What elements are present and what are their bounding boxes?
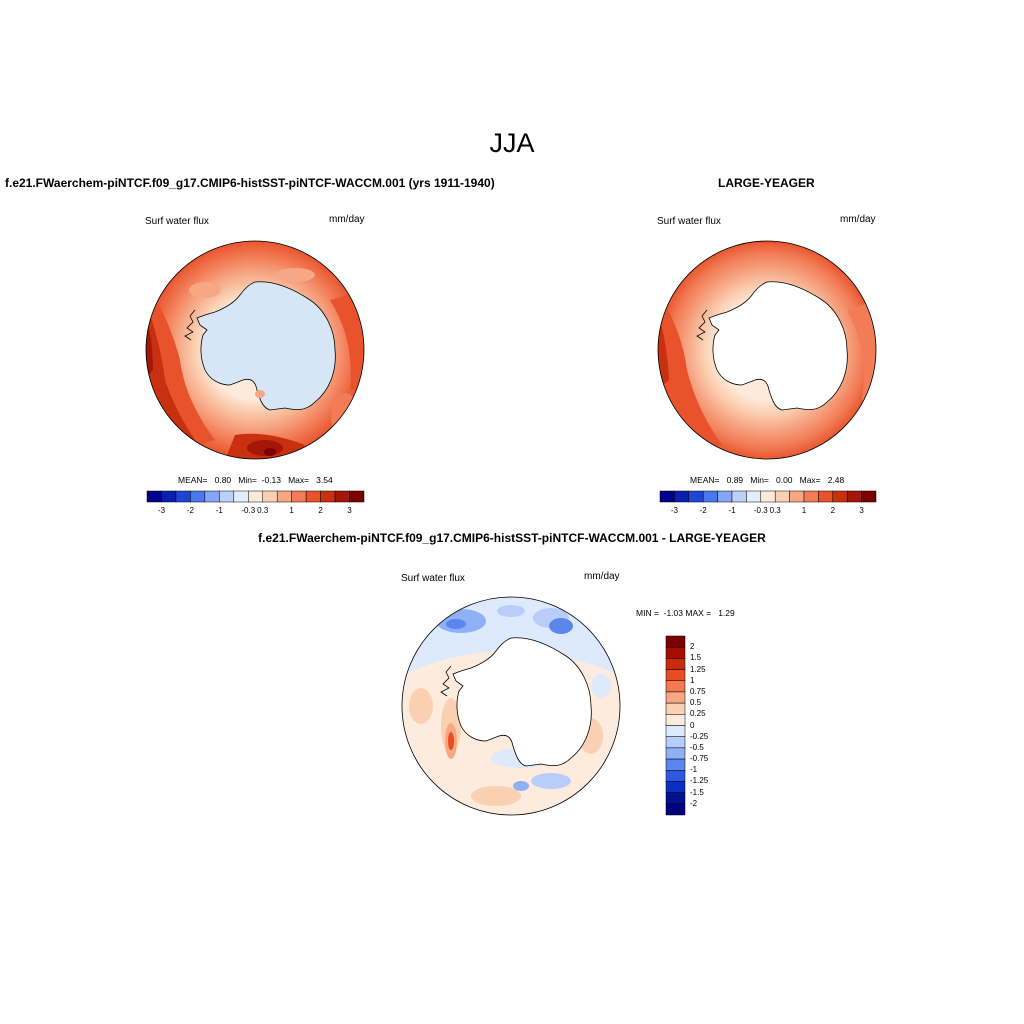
colorbar-swatch: [665, 680, 686, 693]
colorbar-swatch: [789, 490, 805, 503]
colorbar-swatch: [688, 490, 704, 503]
left-polar-map: [145, 240, 365, 460]
colorbar-swatch: [146, 490, 162, 503]
colorbar-swatch: [219, 490, 235, 503]
colorbar-tick-label: 0.5: [690, 698, 702, 708]
colorbar-swatch: [161, 490, 177, 503]
diff-colorbar: [665, 635, 686, 816]
colorbar-swatch: [349, 490, 365, 503]
colorbar-tick-label: 1: [289, 506, 294, 515]
colorbar-tick-label: 0: [690, 720, 695, 730]
colorbar-tick-label: -3: [157, 506, 166, 515]
right-colorbar-ticks: -3 -2 -1 -0.3 0.3 1 2 3: [660, 506, 876, 518]
colorbar-swatch: [190, 490, 206, 503]
colorbar-tick-label: 0.25: [690, 709, 706, 719]
right-colorbar: [659, 490, 877, 503]
colorbar-tick-label: 1: [801, 506, 807, 515]
colorbar-swatch: [665, 747, 686, 760]
colorbar-swatch: [803, 490, 819, 503]
colorbar-swatch: [659, 490, 675, 503]
colorbar-tick-label: -0.3: [241, 506, 256, 515]
colorbar-swatch: [262, 490, 278, 503]
colorbar-swatch: [665, 691, 686, 704]
colorbar-swatch: [665, 646, 686, 659]
colorbar-swatch: [665, 781, 686, 793]
colorbar-swatch: [233, 490, 249, 503]
colorbar-tick-label: 2: [318, 506, 323, 515]
colorbar-swatch: [861, 490, 877, 503]
colorbar-swatch: [665, 725, 686, 737]
colorbar-swatch: [665, 758, 686, 771]
left-colorbar: [146, 490, 365, 503]
diff-stats: MIN = -1.03 MAX = 1.29: [636, 608, 735, 618]
right-panel-title: LARGE-YEAGER: [718, 176, 815, 190]
colorbar-tick-label: -2: [699, 506, 707, 515]
colorbar-swatch: [248, 490, 263, 503]
diff-colorbar-ticks: 2 1.5 1.25 1 0.75 0.5 0.25 0 -0.25 -0.5 -0.75 -1 -1.…: [690, 636, 730, 815]
colorbar-tick-label: -0.5: [690, 742, 704, 752]
colorbar-swatch: [665, 658, 686, 670]
colorbar-tick-label: 3: [347, 506, 352, 515]
diff-variable-label: Surf water flux: [401, 573, 465, 584]
colorbar-tick-label: 0.3: [257, 506, 269, 515]
right-stats: MEAN= 0.89 Min= 0.00 Max= 2.48: [690, 475, 845, 485]
colorbar-tick-label: 1.25: [690, 664, 706, 674]
colorbar-tick-label: -1: [690, 765, 698, 775]
colorbar-swatch: [665, 714, 686, 726]
left-variable-label: Surf water flux: [145, 216, 209, 227]
diff-panel-title: f.e21.FWaerchem-piNTCF.f09_g17.CMIP6-his…: [258, 531, 766, 545]
colorbar-tick-label: 1.5: [690, 653, 702, 663]
colorbar-tick-label: 3: [859, 506, 864, 515]
colorbar-swatch: [320, 490, 336, 503]
colorbar-swatch: [818, 490, 834, 503]
colorbar-swatch: [702, 490, 718, 503]
colorbar-swatch: [674, 490, 690, 503]
colorbar-swatch: [846, 490, 862, 503]
colorbar-swatch: [717, 490, 733, 503]
colorbar-swatch: [665, 669, 686, 681]
colorbar-tick-label: -0.75: [690, 754, 709, 764]
colorbar-swatch: [665, 803, 686, 816]
left-panel-title: f.e21.FWaerchem-piNTCF.f09_g17.CMIP6-his…: [5, 176, 495, 190]
colorbar-tick-label: -1: [215, 506, 223, 515]
right-units-label: mm/day: [840, 214, 876, 225]
diff-polar-map: [401, 596, 621, 816]
colorbar-tick-label: -2: [690, 798, 698, 808]
figure-title: JJA: [489, 128, 535, 158]
colorbar-swatch: [305, 490, 321, 503]
colorbar-tick-label: 2: [830, 506, 836, 515]
colorbar-tick-label: -3: [670, 506, 678, 515]
colorbar-tick-label: 0.3: [769, 506, 781, 515]
colorbar-swatch: [665, 792, 686, 805]
colorbar-tick-label: -1.5: [690, 787, 704, 797]
colorbar-swatch: [665, 702, 686, 715]
right-variable-label: Surf water flux: [657, 216, 721, 227]
colorbar-swatch: [665, 770, 686, 782]
left-stats: MEAN= 0.80 Min= -0.13 Max= 3.54: [178, 475, 333, 485]
colorbar-swatch: [832, 490, 848, 503]
colorbar-tick-label: -1: [728, 506, 736, 515]
colorbar-swatch: [175, 490, 191, 503]
colorbar-swatch: [665, 736, 686, 749]
colorbar-swatch: [334, 490, 350, 503]
colorbar-swatch: [731, 490, 747, 503]
diff-units-label: mm/day: [584, 571, 620, 582]
right-polar-map: [657, 240, 877, 460]
colorbar-tick-label: -0.3: [753, 506, 768, 515]
colorbar-tick-label: 0.75: [690, 686, 706, 696]
colorbar-tick-label: -2: [186, 506, 194, 515]
colorbar-tick-label: -1.25: [690, 776, 709, 786]
colorbar-swatch: [774, 490, 790, 503]
colorbar-swatch: [665, 635, 686, 648]
colorbar-swatch: [291, 490, 307, 503]
colorbar-swatch: [276, 490, 292, 503]
colorbar-tick-label: -0.25: [690, 731, 709, 741]
colorbar-swatch: [746, 490, 762, 503]
colorbar-swatch: [760, 490, 776, 503]
left-colorbar-ticks: -3 -2 -1 -0.3 0.3 1 2 3: [147, 506, 364, 518]
left-units-label: mm/day: [329, 214, 365, 225]
colorbar-tick-label: 2: [690, 642, 695, 652]
colorbar-tick-label: 1: [690, 675, 695, 685]
colorbar-swatch: [204, 490, 220, 503]
